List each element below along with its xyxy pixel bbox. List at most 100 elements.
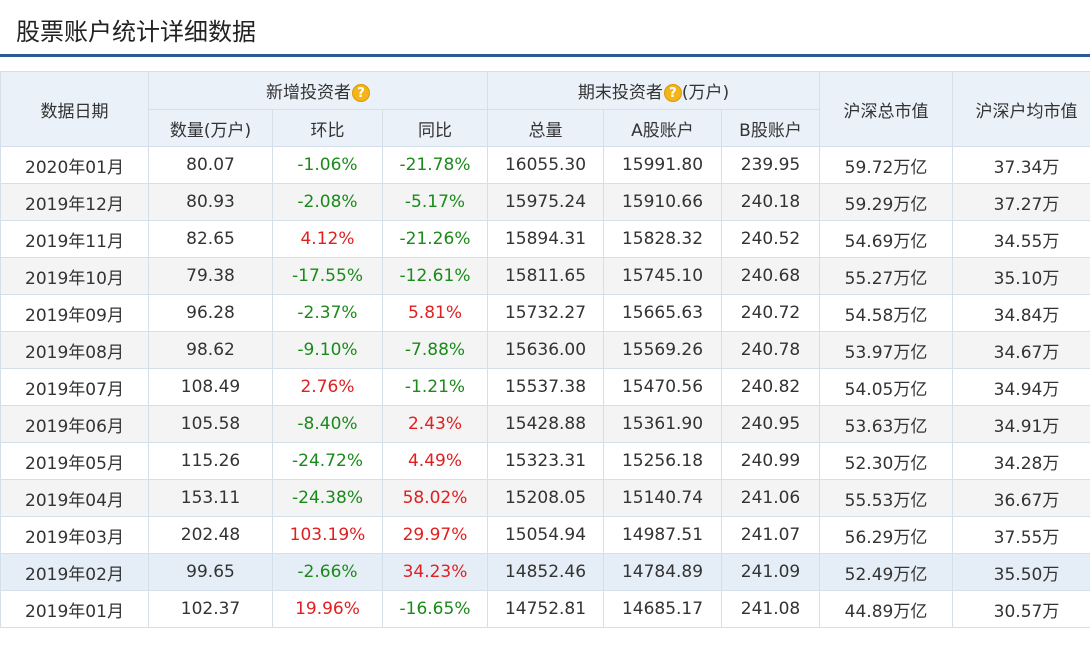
- cell-market-cap: 52.30万亿: [820, 443, 953, 480]
- cell-total: 16055.30: [488, 147, 604, 184]
- header-b-account: B股账户: [722, 110, 820, 147]
- cell-avg-cap: 34.55万: [953, 221, 1090, 258]
- cell-b-account: 240.72: [722, 295, 820, 332]
- cell-date: 2019年02月: [1, 554, 149, 591]
- table-row: 2019年07月 108.49 2.76% -1.21% 15537.38 15…: [1, 369, 1090, 406]
- table-row: 2019年03月 202.48 103.19% 29.97% 15054.94 …: [1, 517, 1090, 554]
- cell-total: 15208.05: [488, 480, 604, 517]
- cell-a-account: 15361.90: [604, 406, 722, 443]
- cell-b-account: 240.52: [722, 221, 820, 258]
- cell-quantity: 80.93: [149, 184, 273, 221]
- cell-total: 15636.00: [488, 332, 604, 369]
- cell-market-cap: 52.49万亿: [820, 554, 953, 591]
- cell-market-cap: 59.72万亿: [820, 147, 953, 184]
- header-date: 数据日期: [1, 72, 149, 147]
- cell-quantity: 153.11: [149, 480, 273, 517]
- header-yoy: 同比: [383, 110, 488, 147]
- cell-quantity: 202.48: [149, 517, 273, 554]
- cell-date: 2019年12月: [1, 184, 149, 221]
- cell-date: 2019年07月: [1, 369, 149, 406]
- cell-quantity: 80.07: [149, 147, 273, 184]
- header-end-investors: 期末投资者?(万户): [488, 72, 820, 110]
- cell-date: 2019年03月: [1, 517, 149, 554]
- cell-total: 14852.46: [488, 554, 604, 591]
- cell-mom: -2.37%: [273, 295, 383, 332]
- table-row: 2019年01月 102.37 19.96% -16.65% 14752.81 …: [1, 591, 1090, 628]
- header-quantity: 数量(万户): [149, 110, 273, 147]
- cell-total: 15732.27: [488, 295, 604, 332]
- cell-mom: -17.55%: [273, 258, 383, 295]
- header-a-account: A股账户: [604, 110, 722, 147]
- cell-yoy: -7.88%: [383, 332, 488, 369]
- cell-b-account: 241.06: [722, 480, 820, 517]
- cell-avg-cap: 34.84万: [953, 295, 1090, 332]
- cell-yoy: 5.81%: [383, 295, 488, 332]
- cell-a-account: 14987.51: [604, 517, 722, 554]
- cell-a-account: 15140.74: [604, 480, 722, 517]
- cell-b-account: 241.08: [722, 591, 820, 628]
- cell-date: 2019年08月: [1, 332, 149, 369]
- cell-avg-cap: 37.34万: [953, 147, 1090, 184]
- cell-a-account: 15256.18: [604, 443, 722, 480]
- cell-mom: 2.76%: [273, 369, 383, 406]
- cell-quantity: 102.37: [149, 591, 273, 628]
- cell-date: 2019年09月: [1, 295, 149, 332]
- cell-a-account: 14685.17: [604, 591, 722, 628]
- cell-b-account: 239.95: [722, 147, 820, 184]
- cell-market-cap: 56.29万亿: [820, 517, 953, 554]
- cell-avg-cap: 35.50万: [953, 554, 1090, 591]
- table-row: 2019年05月 115.26 -24.72% 4.49% 15323.31 1…: [1, 443, 1090, 480]
- cell-date: 2019年01月: [1, 591, 149, 628]
- cell-quantity: 82.65: [149, 221, 273, 258]
- table-row: 2019年06月 105.58 -8.40% 2.43% 15428.88 15…: [1, 406, 1090, 443]
- cell-b-account: 241.07: [722, 517, 820, 554]
- cell-total: 15323.31: [488, 443, 604, 480]
- cell-market-cap: 54.05万亿: [820, 369, 953, 406]
- table-container: 数据日期 新增投资者? 期末投资者?(万户) 沪深总市值 沪深户均市值 数量(万…: [0, 57, 1090, 648]
- cell-date: 2019年06月: [1, 406, 149, 443]
- cell-total: 15428.88: [488, 406, 604, 443]
- header-market-cap: 沪深总市值: [820, 72, 953, 147]
- help-icon[interactable]: ?: [352, 84, 370, 102]
- cell-total: 15894.31: [488, 221, 604, 258]
- cell-date: 2020年01月: [1, 147, 149, 184]
- header-new-investors-label: 新增投资者: [266, 83, 351, 103]
- cell-market-cap: 59.29万亿: [820, 184, 953, 221]
- cell-avg-cap: 34.94万: [953, 369, 1090, 406]
- cell-total: 15975.24: [488, 184, 604, 221]
- table-body: 2020年01月 80.07 -1.06% -21.78% 16055.30 1…: [1, 147, 1090, 628]
- cell-b-account: 240.82: [722, 369, 820, 406]
- cell-date: 2019年11月: [1, 221, 149, 258]
- cell-a-account: 15665.63: [604, 295, 722, 332]
- cell-a-account: 14784.89: [604, 554, 722, 591]
- cell-total: 14752.81: [488, 591, 604, 628]
- cell-market-cap: 44.89万亿: [820, 591, 953, 628]
- cell-yoy: -12.61%: [383, 258, 488, 295]
- cell-mom: 19.96%: [273, 591, 383, 628]
- cell-total: 15054.94: [488, 517, 604, 554]
- cell-avg-cap: 36.67万: [953, 480, 1090, 517]
- cell-mom: 103.19%: [273, 517, 383, 554]
- table-header: 数据日期 新增投资者? 期末投资者?(万户) 沪深总市值 沪深户均市值 数量(万…: [1, 72, 1090, 147]
- cell-b-account: 240.78: [722, 332, 820, 369]
- cell-b-account: 240.95: [722, 406, 820, 443]
- cell-a-account: 15828.32: [604, 221, 722, 258]
- cell-a-account: 15910.66: [604, 184, 722, 221]
- cell-yoy: -16.65%: [383, 591, 488, 628]
- table-row: 2019年10月 79.38 -17.55% -12.61% 15811.65 …: [1, 258, 1090, 295]
- cell-date: 2019年05月: [1, 443, 149, 480]
- header-end-investors-unit: (万户): [682, 83, 729, 103]
- table-row: 2020年01月 80.07 -1.06% -21.78% 16055.30 1…: [1, 147, 1090, 184]
- cell-avg-cap: 35.10万: [953, 258, 1090, 295]
- help-icon[interactable]: ?: [664, 84, 682, 102]
- cell-yoy: 2.43%: [383, 406, 488, 443]
- cell-avg-cap: 37.27万: [953, 184, 1090, 221]
- cell-market-cap: 54.58万亿: [820, 295, 953, 332]
- header-avg-cap: 沪深户均市值: [953, 72, 1090, 147]
- cell-mom: -24.72%: [273, 443, 383, 480]
- cell-quantity: 115.26: [149, 443, 273, 480]
- cell-a-account: 15745.10: [604, 258, 722, 295]
- cell-quantity: 108.49: [149, 369, 273, 406]
- table-row-highlighted: 2019年02月 99.65 -2.66% 34.23% 14852.46 14…: [1, 554, 1090, 591]
- cell-a-account: 15569.26: [604, 332, 722, 369]
